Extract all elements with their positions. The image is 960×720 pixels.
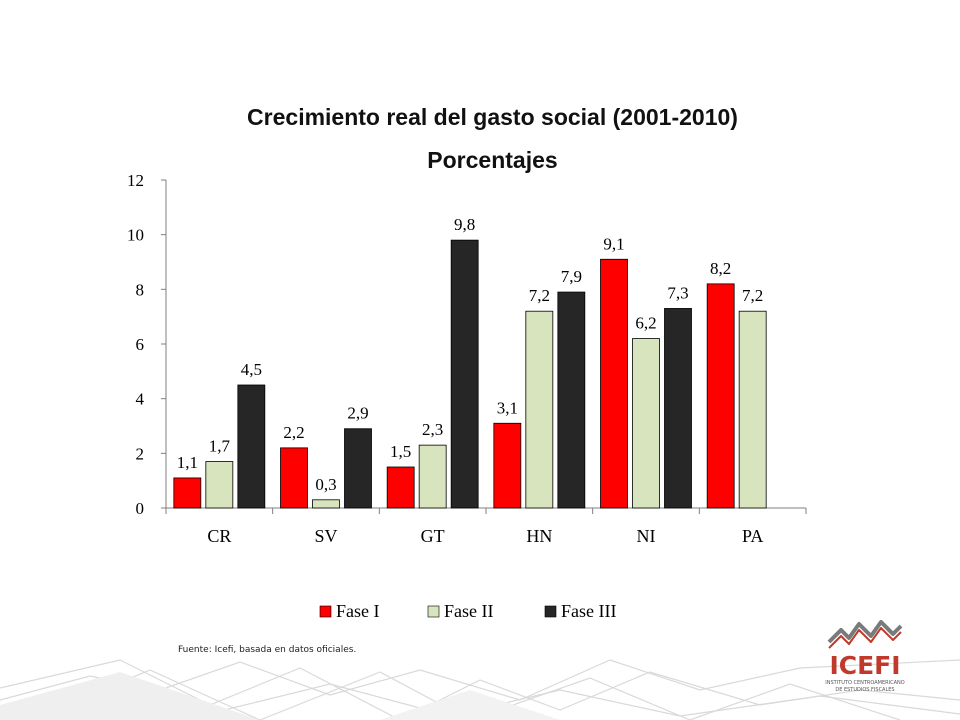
- data-label: 8,2: [710, 259, 731, 278]
- bar-hn-series-1: [493, 422, 522, 509]
- bar-gt-series-1: [386, 466, 415, 509]
- data-label: 9,1: [603, 234, 624, 253]
- x-category-label: CR: [207, 526, 231, 546]
- x-category-label: SV: [314, 526, 337, 546]
- data-label: 3,1: [497, 398, 518, 417]
- y-tick-label: 8: [136, 280, 145, 299]
- bar-cr-series-2: [205, 461, 234, 509]
- data-label: 9,8: [454, 215, 475, 234]
- x-category-label: NI: [637, 526, 656, 546]
- bar-cr-series-1: [173, 477, 202, 509]
- bar-gt-series-3: [450, 239, 479, 509]
- data-label: 1,5: [390, 442, 411, 461]
- legend-swatch: [427, 605, 440, 618]
- data-label: 2,9: [347, 404, 368, 423]
- data-label: 1,1: [177, 453, 198, 472]
- bar-cr-series-3: [237, 384, 266, 509]
- bar-sv-series-1: [280, 447, 308, 509]
- legend-label: Fase II: [444, 601, 493, 621]
- logo-tagline-1: INSTITUTO CENTROAMERICANO: [825, 680, 904, 686]
- bar-ni-series-1: [600, 258, 628, 509]
- data-label: 7,2: [742, 286, 763, 305]
- bar-pa-series-2: [738, 310, 767, 509]
- data-label: 0,3: [315, 475, 336, 494]
- chart-subtitle: Porcentajes: [427, 147, 558, 173]
- data-label: 1,7: [209, 437, 231, 456]
- legend-label: Fase III: [561, 601, 616, 621]
- bar-hn-series-3: [557, 291, 586, 509]
- logo-tagline-2: DE ESTUDIOS FISCALES: [835, 687, 894, 693]
- bar-gt-series-2: [418, 444, 447, 509]
- legend-label: Fase I: [336, 601, 380, 621]
- x-category-label: GT: [421, 526, 445, 546]
- icefi-logo: ICEFI INSTITUTO CENTROAMERICANO DE ESTUD…: [825, 620, 905, 693]
- y-tick-label: 6: [136, 335, 145, 354]
- bar-ni-series-2: [632, 338, 660, 509]
- bar-hn-series-2: [525, 310, 554, 509]
- y-tick-label: 12: [127, 171, 144, 190]
- data-label: 7,2: [529, 286, 550, 305]
- logo-mountain-icon: [827, 620, 903, 644]
- legend-swatch: [544, 605, 557, 618]
- y-tick-label: 2: [136, 444, 145, 463]
- data-label: 2,3: [422, 420, 443, 439]
- y-tick-label: 10: [127, 226, 144, 245]
- data-label: 6,2: [635, 314, 656, 333]
- bar-sv-series-2: [312, 499, 340, 509]
- y-tick-label: 0: [136, 499, 145, 518]
- bar-pa-series-1: [706, 283, 735, 509]
- data-label: 4,5: [241, 360, 262, 379]
- data-label: 7,3: [667, 283, 688, 302]
- bar-sv-series-3: [344, 428, 372, 509]
- x-category-label: HN: [526, 526, 552, 546]
- chart-title: Crecimiento real del gasto social (2001-…: [247, 104, 738, 130]
- bar-ni-series-3: [664, 308, 692, 509]
- data-label: 2,2: [283, 423, 304, 442]
- logo-name: ICEFI: [829, 651, 900, 680]
- y-tick-label: 4: [136, 390, 145, 409]
- legend-swatch: [319, 605, 332, 618]
- data-label: 7,9: [561, 267, 582, 286]
- source-note: Fuente: Icefi, basada en datos oficiales…: [178, 645, 357, 655]
- x-category-label: PA: [742, 526, 763, 546]
